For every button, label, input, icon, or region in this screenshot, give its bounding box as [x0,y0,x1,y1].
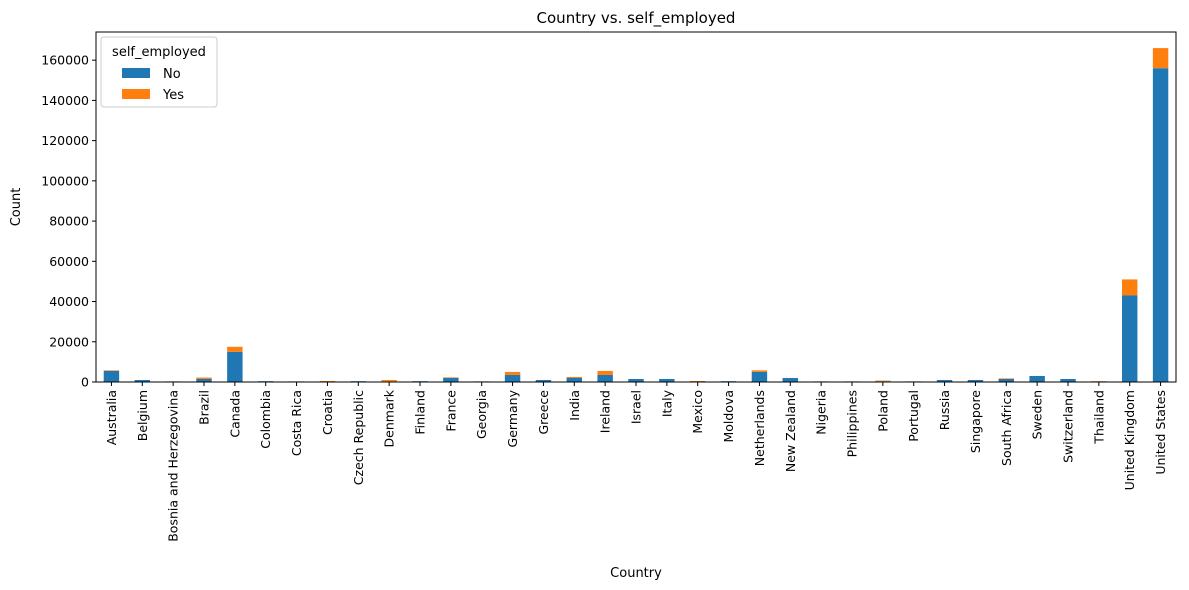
bar-no-switzerland [1060,378,1076,382]
x-tick-label: Italy [659,389,674,417]
x-tick-label: Moldova [721,390,736,443]
x-tick-label: Switzerland [1061,390,1076,463]
legend-label-yes: Yes [162,88,184,103]
x-tick-label: Germany [505,389,520,447]
x-tick-label: Thailand [1091,390,1106,445]
bar-yes-ireland [597,370,613,375]
legend-label-no: No [163,67,181,82]
y-tick-label: 80000 [49,214,89,229]
y-tick-label: 0 [81,375,89,390]
bar-yes-india [566,376,582,378]
bar-no-netherlands [751,371,768,382]
bar-no-new-zealand [782,377,798,382]
x-tick-label: Philippines [845,390,860,457]
y-tick-label: 140000 [41,93,89,108]
x-axis-label: Country [610,566,662,581]
x-tick-label: Costa Rica [289,390,304,456]
x-tick-label: United States [1153,390,1168,475]
legend-swatch-yes [122,89,150,99]
bar-yes-denmark [381,379,397,382]
x-tick-label: Nigeria [814,390,829,435]
y-tick-label: 20000 [49,334,89,349]
bar-yes-south-africa [998,378,1014,379]
y-tick-label: 40000 [49,294,89,309]
bar-yes-netherlands [751,370,768,372]
legend: self_employed No Yes [100,36,218,108]
bar-no-russia [936,379,953,382]
x-tick-label: Georgia [474,390,489,439]
bar-yes-croatia [319,380,336,382]
bar-no-israel [628,378,644,382]
x-tick-label: New Zealand [783,390,798,472]
y-tick-label: 60000 [49,254,89,269]
bar-no-ireland [597,374,613,382]
bar-no-greece [535,379,552,382]
x-tick-label: Finland [413,390,428,435]
bar-yes-germany [504,371,521,375]
bar-yes-poland [875,380,891,382]
chart-title: Country vs. self_employed [537,9,736,28]
x-tick-label: Croatia [320,390,335,435]
x-tick-label: Brazil [197,390,212,425]
bar-no-france [443,377,459,382]
x-tick-label: United Kingdom [1122,390,1137,490]
plot-frame [95,31,1177,383]
bar-yes-united-states [1152,48,1169,69]
bar-yes-mexico [690,380,706,382]
legend-title: self_employed [112,45,206,60]
x-tick-label: Israel [629,390,644,424]
plot-area [103,48,1169,383]
bar-no-brazil [196,378,212,382]
x-tick-label: Russia [937,390,952,430]
x-tick-label: Sweden [1030,390,1045,439]
legend-swatch-no [122,68,150,78]
bar-no-india [566,377,582,382]
x-tick-label: Australia [104,390,119,445]
x-tick-label: Poland [875,390,890,432]
bar-yes-canada [227,346,243,352]
bar-no-south-africa [998,378,1014,382]
x-tick-label: Czech Republic [351,390,366,485]
y-axis-label: Count [9,188,24,227]
x-tick-label: Singapore [968,390,983,453]
x-tick-label: Belgium [135,390,150,441]
bar-no-united-states [1152,68,1169,383]
bar-no-sweden [1029,375,1045,382]
bar-yes-brazil [196,377,212,379]
x-tick-label: South Africa [999,390,1014,466]
bar-no-belgium [134,379,150,382]
y-tick-label: 120000 [41,133,89,148]
x-tick-label: India [567,390,582,421]
bar-no-singapore [967,379,984,382]
x-tick-label: Greece [536,390,551,435]
x-tick-label: Canada [227,390,242,438]
x-tick-label: France [443,390,458,432]
x-tick-label: Netherlands [752,390,767,466]
x-tick-label: Bosnia and Herzegovina [166,390,181,542]
bar-no-germany [504,374,521,382]
y-tick-label: 160000 [41,53,89,68]
x-tick-label: Denmark [382,389,397,447]
x-tick-label: Portugal [906,390,921,442]
bar-no-italy [659,378,675,382]
bar-no-united-kingdom [1122,295,1138,382]
bar-yes-france [443,377,459,378]
x-tick-label: Mexico [690,390,705,434]
bar-yes-australia [103,370,120,371]
x-tick-label: Colombia [258,390,273,449]
bar-no-canada [227,351,243,382]
y-tick-label: 100000 [41,173,89,188]
x-tick-label: Ireland [598,390,613,433]
bar-no-australia [103,370,120,382]
bar-yes-united-kingdom [1122,279,1138,296]
